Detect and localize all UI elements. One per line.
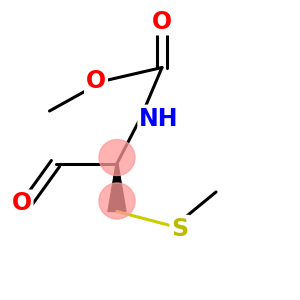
Text: O: O (152, 10, 172, 34)
Circle shape (99, 183, 135, 219)
Text: S: S (171, 217, 189, 241)
Circle shape (99, 140, 135, 175)
Polygon shape (108, 164, 126, 211)
Text: O: O (11, 191, 32, 215)
Text: O: O (86, 69, 106, 93)
Text: NH: NH (139, 106, 179, 130)
